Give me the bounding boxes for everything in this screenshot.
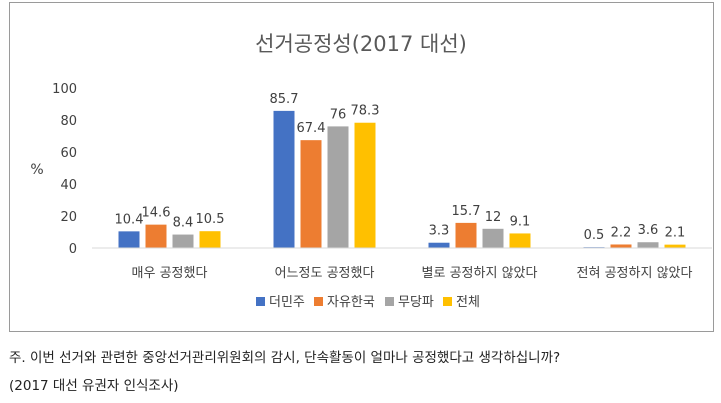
value-labels: 10.414.68.4 10.5 85.7 67.4 76 78.3 3.315.7 12 9.…: [115, 92, 686, 243]
legend-swatch: [443, 297, 452, 306]
category-labels: 매우 공정했다 어느정도 공정했다 별로 공정하지 않았다 전혀 공정하지 않았다: [132, 265, 693, 281]
bar-value-label: 9.1: [510, 214, 531, 229]
bar-value-label: 15.7: [452, 204, 481, 219]
legend: 더민주 자유한국 무당파 전체: [256, 295, 480, 310]
bar: [172, 234, 194, 248]
bar: [199, 231, 221, 248]
bar: [509, 233, 531, 248]
bar: [482, 228, 504, 248]
bar-chart: 선거공정성(2017 대선) % 0 20 40 60 80 100 10.414.68.…: [30, 32, 712, 310]
legend-label: 전체: [456, 295, 480, 310]
bar: [354, 122, 376, 248]
survey-source-note: (2017 대선 유권자 인식조사): [9, 378, 179, 394]
category-label: 매우 공정했다: [132, 265, 208, 281]
bar: [664, 244, 686, 248]
legend-label: 더민주: [269, 295, 305, 310]
bar-value-label: 10.4: [115, 212, 144, 227]
bar: [145, 224, 167, 248]
bar: [428, 242, 450, 248]
bar-value-label: 76: [330, 107, 347, 122]
legend-swatch: [385, 297, 394, 306]
bar: [118, 231, 140, 248]
bar-value-label: 0.5: [584, 228, 605, 243]
bar: [455, 222, 477, 248]
category-label: 별로 공정하지 않았다: [422, 266, 538, 281]
bar-value-label: 8.4: [173, 216, 194, 231]
category-label: 어느정도 공정했다: [275, 265, 375, 281]
bar-value-label: 2.2: [611, 225, 632, 240]
bar: [610, 244, 632, 248]
bar: [273, 110, 295, 248]
bars: [118, 110, 686, 248]
bar-value-label: 12: [485, 210, 502, 225]
survey-question-note: 주. 이번 선거와 관련한 중앙선거관리위원회의 감시, 단속활동이 얼마나 공…: [9, 350, 561, 366]
y-axis-ticks: 0 20 40 60 80 100: [52, 82, 77, 257]
legend-swatch: [314, 297, 323, 306]
y-tick-label: 40: [60, 178, 77, 193]
chart-title: 선거공정성(2017 대선): [255, 32, 467, 56]
bar-value-label: 14.6: [142, 206, 171, 221]
bar: [327, 126, 349, 248]
bar-value-label: 67.4: [297, 121, 326, 136]
bar-value-label: 3.6: [638, 223, 659, 238]
legend-swatch: [256, 297, 265, 306]
bar-value-label: 2.1: [665, 226, 686, 241]
y-axis-label: %: [30, 162, 43, 178]
bar-value-label: 78.3: [351, 104, 380, 119]
legend-label: 무당파: [398, 295, 434, 310]
y-tick-label: 100: [52, 82, 77, 97]
y-tick-label: 0: [69, 242, 77, 257]
bar-value-label: 3.3: [429, 224, 450, 239]
bar: [300, 140, 322, 248]
y-tick-label: 80: [60, 114, 77, 129]
bar-value-label: 10.5: [196, 212, 225, 227]
bar-value-label: 85.7: [270, 92, 299, 107]
category-label: 전혀 공정하지 않았다: [577, 266, 693, 281]
legend-label: 자유한국: [327, 295, 375, 310]
bar: [637, 242, 659, 248]
y-tick-label: 20: [60, 210, 77, 225]
y-tick-label: 60: [60, 146, 77, 161]
chart-frame: 선거공정성(2017 대선) % 0 20 40 60 80 100 10.4 14.6 8.…: [9, 2, 714, 332]
